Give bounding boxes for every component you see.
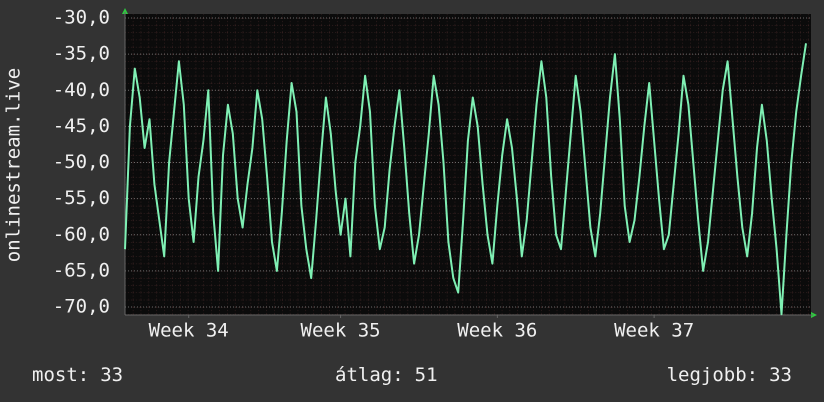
stat: legjobb: 33: [667, 364, 792, 386]
minor-grid: [125, 14, 811, 315]
stat: átlag: 51: [335, 364, 438, 386]
x-tick-label: Week 35: [301, 320, 381, 342]
stat-value: 33: [769, 364, 792, 386]
stat-label: átlag:: [335, 364, 404, 386]
y-tick-label: -65,0: [53, 259, 110, 281]
y-tick-label: -60,0: [53, 223, 110, 245]
stat: most: 33: [32, 364, 123, 386]
y-tick-label: -45,0: [53, 115, 110, 137]
x-tick-label: Week 34: [149, 320, 229, 342]
y-tick-label: -70,0: [53, 296, 110, 318]
y-tick-label: -50,0: [53, 151, 110, 173]
x-tick-label: Week 37: [614, 320, 694, 342]
stat-value: 33: [100, 364, 123, 386]
data-line: [124, 43, 807, 316]
stat-value: 51: [415, 364, 438, 386]
y-tick-label: -40,0: [53, 79, 110, 101]
y-axis-label: onlinestream.live: [3, 68, 25, 262]
x-tick-label: Week 36: [457, 320, 537, 342]
stat-label: legjobb:: [667, 364, 759, 386]
stat-label: most:: [32, 364, 89, 386]
y-tick-label: -55,0: [53, 187, 110, 209]
y-tick-label: -30,0: [53, 7, 110, 29]
y-tick-label: -35,0: [53, 43, 110, 65]
